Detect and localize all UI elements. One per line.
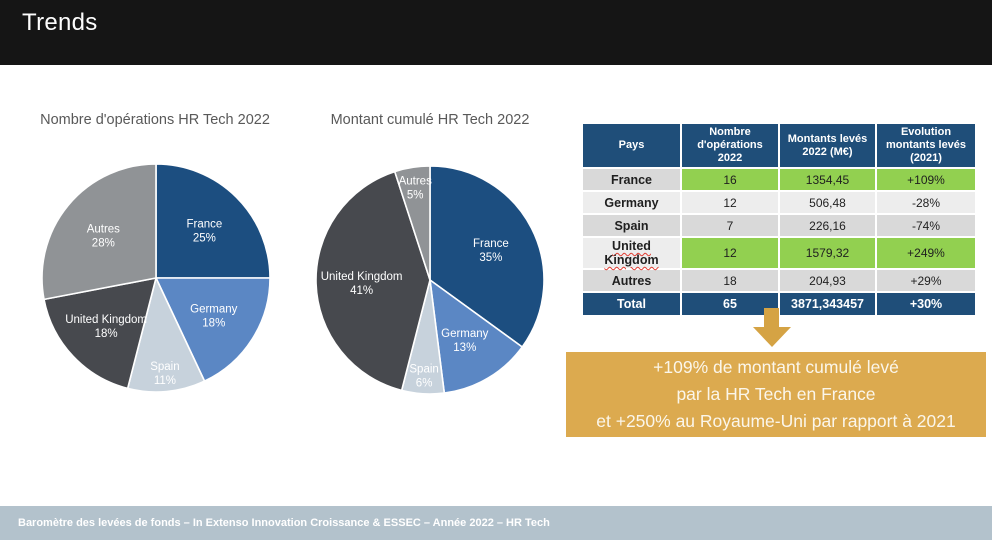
highlight-callout-box: +109% de montant cumulé levé par la HR Te… [566,352,986,437]
table-row-france: France 16 1354,45 +109% [581,167,977,192]
pie-slice-germany [154,277,271,383]
country-table-wrap: Pays Nombre d'opérations 2022 Montants l… [581,122,977,317]
pie-chart-montant: France 35% Germany 13%Spain 6% United Kingdom… [315,165,545,395]
country-name: Spain [614,218,649,233]
pie-slice-label: Autres 5% [399,176,432,202]
pie-slice-label: United Kingdom 41% [321,271,403,297]
pie-slice-spain [126,275,206,393]
montants-cell: 1579,32 [778,236,877,270]
total-ops-cell: 65 [680,291,780,317]
col-header-pays: Pays [581,122,682,169]
col-header-operations: Nombre d'opérations 2022 [680,122,780,169]
country-name-cell: Spain [581,213,682,238]
footer-source-text: Baromètre des levées de fonds – In Exten… [18,517,550,529]
page-title: Trends [22,9,98,36]
pie-slice-united-kingdom [315,170,431,392]
country-name-cell: Autres [581,268,682,293]
country-name-cell: France [581,167,682,192]
country-table: Pays Nombre d'opérations 2022 Montants l… [581,122,977,317]
pie-slice-united-kingdom [43,276,158,390]
pie-slice-france [155,163,271,279]
pie-slice-france [429,165,545,349]
evolution-cell: +109% [875,167,977,192]
country-table-body: France 16 1354,45 +109% Germany 12 506,48 -28% S… [581,167,977,317]
callout-line: par la HR Tech en France [676,384,876,404]
country-name-cell: United Kingdom [581,236,682,270]
table-row-spain: Spain 7 226,16 -74% [581,213,977,238]
pie-slice-label: United Kingdom 18% [65,314,147,340]
pie-slice-germany [428,278,524,394]
evolution-cell: +29% [875,268,977,293]
down-arrow-icon [764,308,779,327]
pie2-title: Montant cumulé HR Tech 2022 [330,112,530,128]
ops-cell: 16 [680,167,780,192]
pie-chart-operations: France 25% Germany 18% Spain 11%United Kingdo… [41,163,271,393]
pie-slice-label: Spain 11% [150,361,179,387]
ops-cell: 12 [680,190,780,215]
country-name: United Kingdom [604,239,659,267]
evolution-cell: -28% [875,190,977,215]
pie-slice-label: Germany 13% [441,328,489,354]
ops-cell: 18 [680,268,780,293]
callout-line: et +250% au Royaume-Uni par rapport à 20… [596,411,956,431]
pie1-title: Nombre d'opérations HR Tech 2022 [40,112,270,128]
country-name: Germany [604,195,659,210]
callout-line: +109% de montant cumulé levé [653,357,899,377]
table-row-germany: Germany 12 506,48 -28% [581,190,977,215]
pie-slice-label: France 25% [187,219,223,245]
total-montants-cell: 3871,343457 [778,291,877,317]
col-header-montants: Montants levés 2022 (M€) [778,122,877,169]
montants-cell: 506,48 [778,190,877,215]
pie-slice-label: France 35% [473,238,509,264]
table-row-autres: Autres 18 204,93 +29% [581,268,977,293]
country-name: Autres [611,273,652,288]
table-row-united-kingdom: United Kingdom 12 1579,32 +249% [581,236,977,270]
country-name-cell: Germany [581,190,682,215]
pie-slice-label: Germany 18% [190,304,238,330]
ops-cell: 7 [680,213,780,238]
title-bar: Trends [0,0,992,65]
pie-slice-autres [393,165,431,281]
total-label-cell: Total [581,291,682,317]
evolution-cell: -74% [875,213,977,238]
evolution-cell: +249% [875,236,977,270]
ops-cell: 12 [680,236,780,270]
montants-cell: 226,16 [778,213,877,238]
pie-slice-autres [41,163,157,301]
table-row-total: Total 65 3871,343457 +30% [581,291,977,317]
total-evolution-cell: +30% [875,291,977,317]
montants-cell: 204,93 [778,268,877,293]
col-header-evolution: Evolution montants levés (2021) [875,122,977,169]
pie-slice-label: Autres 28% [87,223,120,249]
montants-cell: 1354,45 [778,167,877,192]
country-name: France [611,172,652,187]
pie-slice-label: Spain 6% [409,363,438,389]
down-arrow-head-icon [753,327,791,347]
table-header-row: Pays Nombre d'opérations 2022 Montants l… [581,122,977,169]
footer-bar: Baromètre des levées de fonds – In Exten… [0,506,992,540]
